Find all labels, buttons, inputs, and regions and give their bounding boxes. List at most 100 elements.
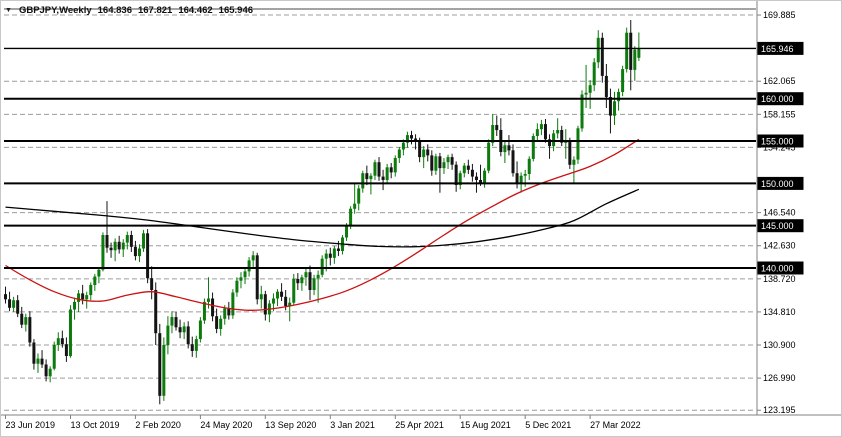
candle-body	[316, 274, 320, 279]
candle	[462, 163, 466, 178]
time-tick-label: 13 Sep 2020	[265, 420, 316, 430]
candle-body	[552, 133, 556, 147]
candle-body	[527, 158, 531, 174]
candle-body	[600, 37, 604, 76]
ohlc-open-value: 164.836	[97, 5, 132, 16]
time-tick-label: 5 Dec 2021	[525, 420, 571, 430]
time-tick-label: 15 Aug 2021	[460, 420, 511, 430]
candle-body	[280, 291, 284, 297]
price-tick-label: 130.900	[763, 340, 796, 350]
candle-body	[450, 157, 454, 165]
candle-body	[596, 37, 600, 63]
candle-body	[186, 326, 190, 345]
price-level-box-label: 155.000	[761, 137, 794, 147]
candle	[438, 152, 442, 193]
candle-body	[137, 248, 141, 257]
candle-body	[633, 49, 637, 70]
candle	[608, 88, 612, 134]
candle-body	[580, 94, 584, 129]
candle	[105, 201, 109, 253]
candle	[194, 335, 198, 358]
candle	[426, 144, 430, 162]
candle-body	[308, 272, 312, 290]
candle-body	[503, 145, 507, 153]
time-tick-label: 24 May 2020	[200, 420, 252, 430]
price-level-box	[757, 261, 804, 275]
candle-body	[20, 313, 24, 325]
candle-body	[93, 276, 97, 285]
price-level-box	[757, 219, 804, 233]
candle-body	[158, 333, 162, 396]
ma-fast-line	[5, 138, 640, 311]
candle	[259, 285, 263, 309]
candle	[308, 265, 312, 301]
candle	[219, 315, 223, 336]
candle-body	[483, 170, 487, 183]
candle	[73, 297, 77, 320]
candle-body	[410, 135, 413, 139]
candle-body	[40, 358, 44, 365]
candle-body	[361, 173, 365, 189]
price-level-box	[757, 41, 804, 55]
time-axis[interactable]: 23 Jun 2019 13 Oct 2019 2 Feb 2020 24 May 2…	[5, 415, 641, 430]
candle-body	[227, 308, 231, 316]
candle	[121, 239, 125, 257]
symbol-dropdown-icon[interactable]: ▼	[5, 6, 12, 14]
candle	[373, 159, 377, 180]
price-tick-label: 126.990	[763, 373, 796, 383]
candle	[154, 282, 158, 345]
candle-body	[12, 300, 16, 308]
candle-body	[369, 175, 373, 180]
candle-body	[405, 135, 409, 143]
candle	[97, 267, 101, 284]
candle-body	[385, 167, 389, 180]
candle-body	[543, 124, 547, 140]
candle-body	[296, 279, 300, 284]
candle	[312, 274, 316, 296]
candle-body	[125, 235, 129, 243]
candle	[568, 137, 572, 169]
candle	[166, 316, 170, 355]
time-tick-label: 2 Feb 2020	[135, 420, 181, 430]
candle-body	[32, 342, 36, 364]
candle	[328, 247, 332, 266]
candle-body	[535, 129, 539, 136]
candle-body	[572, 159, 576, 165]
candle-body	[28, 317, 32, 343]
candle-body	[251, 255, 255, 261]
candle-body	[454, 164, 458, 185]
candle	[296, 273, 300, 290]
candle	[202, 298, 206, 324]
time-tick-label: 27 Mar 2022	[590, 420, 641, 430]
candle	[89, 282, 93, 301]
candle	[81, 284, 85, 305]
candle-body	[44, 364, 48, 377]
price-tick-label: 123.195	[763, 405, 796, 415]
candle-body	[292, 279, 296, 303]
candle	[507, 135, 511, 156]
candle	[556, 118, 560, 139]
candle	[389, 163, 393, 179]
candle	[190, 336, 194, 357]
candle-body	[531, 136, 535, 159]
candle-body	[422, 149, 426, 158]
candle	[186, 321, 190, 349]
candle	[527, 156, 531, 180]
price-level-box-label: 165.946	[761, 44, 794, 54]
candle-body	[353, 203, 357, 209]
price-tick-label: 142.630	[763, 241, 796, 251]
price-axis[interactable]: 169.885162.065158.155154.245146.540142.6…	[757, 10, 804, 415]
candle-body	[255, 255, 259, 300]
candle	[162, 337, 166, 401]
candle	[146, 229, 150, 284]
price-tick-label: 162.065	[763, 76, 796, 86]
candle-body	[146, 233, 150, 279]
candle-body	[568, 141, 572, 165]
candle-body	[511, 150, 515, 174]
candle-body	[349, 208, 353, 226]
candle	[576, 125, 580, 164]
candle-body	[381, 176, 385, 180]
candle-body	[491, 125, 495, 143]
candle	[133, 240, 137, 261]
